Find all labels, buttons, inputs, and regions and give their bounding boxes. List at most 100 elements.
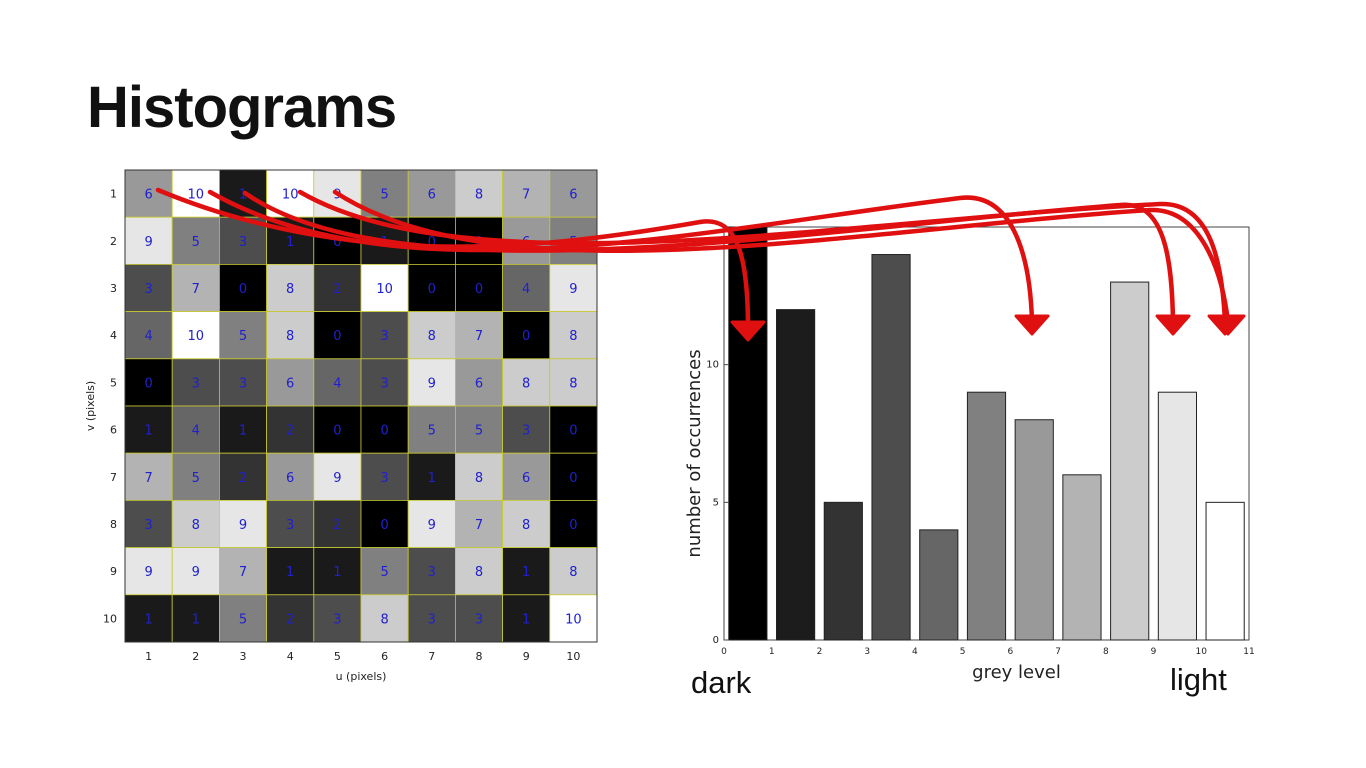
histogram-bar <box>919 529 959 641</box>
pixel-value: 0 <box>569 424 577 439</box>
pixel-value: 3 <box>192 376 200 391</box>
pixel-cell <box>360 499 409 548</box>
pixel-cell <box>454 452 503 501</box>
pixel-value: 9 <box>144 235 152 250</box>
pixel-value: 6 <box>569 188 577 203</box>
y-tick-label: 10 <box>706 360 719 371</box>
pixel-cell <box>502 358 551 407</box>
u-axis-label: u (pixels) <box>336 670 387 683</box>
pixel-value: 5 <box>428 424 436 439</box>
pixel-cell <box>454 547 503 596</box>
u-tick-label: 2 <box>192 650 199 663</box>
pixel-value: 1 <box>192 612 200 627</box>
pixel-value: 9 <box>333 471 341 486</box>
x-tick-label: 0 <box>721 647 727 657</box>
pixel-value: 10 <box>282 188 299 203</box>
pixel-cell <box>360 358 409 407</box>
pixel-value: 0 <box>333 424 341 439</box>
grid-frame <box>124 169 598 643</box>
pixel-cell <box>360 405 409 454</box>
u-tick-label: 6 <box>381 650 388 663</box>
pixel-value: 8 <box>475 188 483 203</box>
pixel-cell <box>360 594 409 643</box>
pixel-cell <box>266 547 315 596</box>
pixel-value: 10 <box>376 282 393 297</box>
pixel-value: 1 <box>380 235 388 250</box>
histogram-bar <box>823 501 863 641</box>
pixel-value: 3 <box>239 235 247 250</box>
pixel-value: 9 <box>239 518 247 533</box>
pixel-cell <box>454 358 503 407</box>
pixel-cell <box>218 358 267 407</box>
pixel-value: 8 <box>286 282 294 297</box>
histogram-bar <box>871 254 911 641</box>
pixel-value: 8 <box>569 565 577 580</box>
v-tick-label: 4 <box>110 329 117 342</box>
light-label: light <box>1170 662 1227 697</box>
u-tick-label: 3 <box>240 650 247 663</box>
pixel-value: 0 <box>569 518 577 533</box>
pixel-value: 0 <box>428 235 436 250</box>
pixel-cell <box>549 452 598 501</box>
pixel-value: 6 <box>286 376 294 391</box>
x-axis-label: grey level <box>972 662 1061 683</box>
pixel-value: 3 <box>428 565 436 580</box>
pixel-cell <box>313 358 362 407</box>
pixel-value: 5 <box>192 235 200 250</box>
pixel-value: 3 <box>380 329 388 344</box>
pixel-value: 7 <box>475 329 483 344</box>
v-tick-label: 9 <box>110 565 117 578</box>
pixel-cell <box>407 499 456 548</box>
x-tick-label: 7 <box>1055 647 1061 657</box>
pixel-value: 3 <box>286 518 294 533</box>
pixel-value: 10 <box>188 188 205 203</box>
y-tick-label: 0 <box>713 635 719 646</box>
u-tick-label: 5 <box>334 650 341 663</box>
pixel-value: 1 <box>522 565 530 580</box>
pixel-cell <box>266 452 315 501</box>
pixel-value: 0 <box>239 282 247 297</box>
pixel-value: 6 <box>475 376 483 391</box>
x-tick-label: 9 <box>1151 647 1157 657</box>
pixel-cell <box>171 547 220 596</box>
pixel-value: 3 <box>144 282 152 297</box>
pixel-cell <box>407 594 456 643</box>
pixel-value: 6 <box>428 188 436 203</box>
pixel-cell <box>454 499 503 548</box>
histogram-figure: 0 1 2 3 4 5 6 7 8 9 10 11 0 5 10 grey level number of oc… <box>684 226 1255 683</box>
pixel-cell <box>171 499 220 548</box>
pixel-value: 1 <box>286 565 294 580</box>
pixel-cell <box>549 358 598 407</box>
v-tick-label: 10 <box>103 612 117 625</box>
dark-label: dark <box>691 665 752 700</box>
y-axis-label: number of occurrences <box>684 349 705 557</box>
pixel-value: 1 <box>522 612 530 627</box>
pixel-cell <box>502 594 551 643</box>
pixel-value: 1 <box>286 235 294 250</box>
pixel-value: 2 <box>286 424 294 439</box>
pixel-value: 4 <box>144 329 152 344</box>
pixel-value: 0 <box>380 424 388 439</box>
pixel-value: 6 <box>144 188 152 203</box>
pixel-value: 0 <box>380 518 388 533</box>
pixel-cell <box>266 499 315 548</box>
histogram-bar <box>966 391 1007 641</box>
pixel-cell <box>407 547 456 596</box>
pixel-cell <box>313 405 362 454</box>
pixel-value: 1 <box>239 188 247 203</box>
pixel-cell <box>502 452 551 501</box>
x-tick-label: 11 <box>1243 647 1254 657</box>
histogram-bar <box>776 309 816 641</box>
pixel-value: 3 <box>475 612 483 627</box>
x-tick-label: 6 <box>1007 647 1013 657</box>
x-tick-label: 5 <box>960 647 966 657</box>
pixel-value: 8 <box>428 329 436 344</box>
pixel-value: 5 <box>569 235 577 250</box>
pixel-value: 10 <box>565 612 582 627</box>
pixel-value: 9 <box>569 282 577 297</box>
pixel-value: 6 <box>522 235 530 250</box>
x-tick-label: 1 <box>769 647 775 657</box>
pixel-value: 9 <box>428 518 436 533</box>
pixel-value: 8 <box>522 376 530 391</box>
pixel-value: 0 <box>333 235 341 250</box>
